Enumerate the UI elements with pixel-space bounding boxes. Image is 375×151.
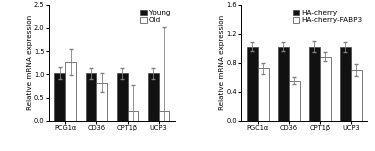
Bar: [86, 73, 96, 121]
Bar: [65, 62, 76, 121]
Bar: [309, 47, 320, 121]
Bar: [247, 47, 258, 121]
Bar: [289, 81, 300, 121]
Bar: [351, 70, 362, 121]
Bar: [96, 83, 107, 121]
Bar: [258, 69, 268, 121]
Y-axis label: Relative mRNA expression: Relative mRNA expression: [27, 15, 33, 110]
Bar: [340, 47, 351, 121]
Bar: [148, 73, 159, 121]
Legend: Young, Old: Young, Old: [139, 8, 172, 25]
Bar: [278, 47, 289, 121]
Legend: HA-cherry, HA-cherry-FABP3: HA-cherry, HA-cherry-FABP3: [291, 8, 364, 25]
Bar: [159, 111, 170, 121]
Bar: [320, 57, 331, 121]
Bar: [128, 111, 138, 121]
Y-axis label: Relative mRNA expression: Relative mRNA expression: [219, 15, 225, 110]
Bar: [54, 73, 65, 121]
Bar: [117, 73, 128, 121]
